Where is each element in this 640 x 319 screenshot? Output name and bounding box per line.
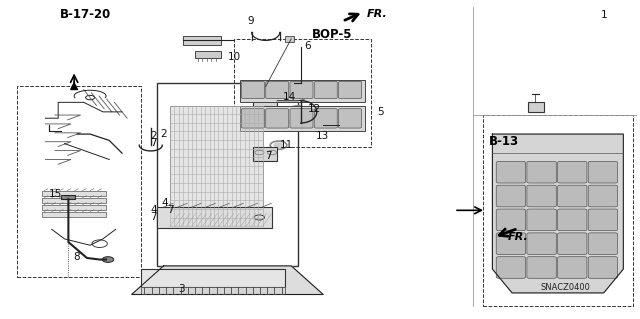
Text: 11: 11 xyxy=(280,140,293,150)
FancyBboxPatch shape xyxy=(557,257,587,278)
Polygon shape xyxy=(132,266,323,294)
Text: 2: 2 xyxy=(161,129,167,139)
FancyBboxPatch shape xyxy=(496,161,525,183)
Bar xyxy=(195,51,221,58)
Text: FR.: FR. xyxy=(367,9,387,19)
Bar xyxy=(61,195,76,199)
Bar xyxy=(253,147,277,161)
Text: 4: 4 xyxy=(161,198,168,208)
Text: 12: 12 xyxy=(308,104,321,114)
Bar xyxy=(42,191,106,196)
Circle shape xyxy=(102,257,114,263)
FancyBboxPatch shape xyxy=(588,185,618,207)
Text: 4: 4 xyxy=(150,205,157,215)
FancyBboxPatch shape xyxy=(314,109,337,128)
Bar xyxy=(141,286,285,294)
FancyBboxPatch shape xyxy=(496,257,525,278)
Bar xyxy=(300,98,307,102)
Text: 9: 9 xyxy=(248,16,255,26)
Bar xyxy=(339,123,346,126)
Bar xyxy=(182,36,221,45)
FancyBboxPatch shape xyxy=(588,233,618,255)
FancyBboxPatch shape xyxy=(557,209,587,231)
Text: 14: 14 xyxy=(282,92,296,102)
FancyBboxPatch shape xyxy=(527,161,556,183)
Text: FR.: FR. xyxy=(508,232,529,242)
FancyBboxPatch shape xyxy=(290,109,313,128)
Text: 8: 8 xyxy=(74,252,80,262)
Text: SNACZ0400: SNACZ0400 xyxy=(540,283,590,292)
Text: 6: 6 xyxy=(305,41,311,51)
Text: 7: 7 xyxy=(150,212,157,222)
Text: 1: 1 xyxy=(601,10,607,20)
Text: 3: 3 xyxy=(178,284,185,294)
FancyBboxPatch shape xyxy=(527,209,556,231)
Bar xyxy=(234,39,371,147)
Text: 2: 2 xyxy=(150,131,157,141)
Bar xyxy=(528,102,543,112)
FancyBboxPatch shape xyxy=(527,257,556,278)
Bar xyxy=(157,83,298,266)
Text: 5: 5 xyxy=(378,107,384,117)
Circle shape xyxy=(274,143,283,147)
Text: B-13: B-13 xyxy=(488,135,518,148)
Bar xyxy=(240,80,365,102)
Bar xyxy=(141,269,285,286)
Bar xyxy=(240,106,365,131)
FancyBboxPatch shape xyxy=(290,81,313,99)
Text: B-17-20: B-17-20 xyxy=(60,8,111,21)
Text: 7: 7 xyxy=(168,205,174,215)
FancyBboxPatch shape xyxy=(557,233,587,255)
Text: 15: 15 xyxy=(49,189,63,199)
FancyBboxPatch shape xyxy=(588,257,618,278)
FancyBboxPatch shape xyxy=(266,109,289,128)
Text: 10: 10 xyxy=(227,52,241,62)
Bar xyxy=(285,36,294,42)
FancyBboxPatch shape xyxy=(527,185,556,207)
FancyBboxPatch shape xyxy=(266,81,289,99)
Bar xyxy=(17,86,141,277)
Text: 13: 13 xyxy=(316,131,330,141)
FancyBboxPatch shape xyxy=(339,81,362,99)
Bar xyxy=(170,106,262,226)
Bar xyxy=(253,93,277,109)
FancyBboxPatch shape xyxy=(557,161,587,183)
FancyBboxPatch shape xyxy=(588,161,618,183)
Circle shape xyxy=(293,108,302,112)
FancyBboxPatch shape xyxy=(241,81,264,99)
Bar xyxy=(42,204,106,210)
FancyBboxPatch shape xyxy=(241,109,264,128)
FancyBboxPatch shape xyxy=(496,209,525,231)
Bar xyxy=(42,197,106,203)
Text: 7: 7 xyxy=(150,138,157,148)
FancyBboxPatch shape xyxy=(314,81,337,99)
FancyBboxPatch shape xyxy=(339,109,362,128)
FancyBboxPatch shape xyxy=(588,209,618,231)
FancyBboxPatch shape xyxy=(496,185,525,207)
Bar xyxy=(483,115,633,306)
FancyBboxPatch shape xyxy=(496,233,525,255)
FancyBboxPatch shape xyxy=(557,185,587,207)
Bar xyxy=(157,207,272,228)
Text: BOP-5: BOP-5 xyxy=(312,28,353,41)
Bar xyxy=(42,211,106,217)
Text: 7: 7 xyxy=(265,151,272,161)
FancyBboxPatch shape xyxy=(527,233,556,255)
Polygon shape xyxy=(492,134,623,293)
